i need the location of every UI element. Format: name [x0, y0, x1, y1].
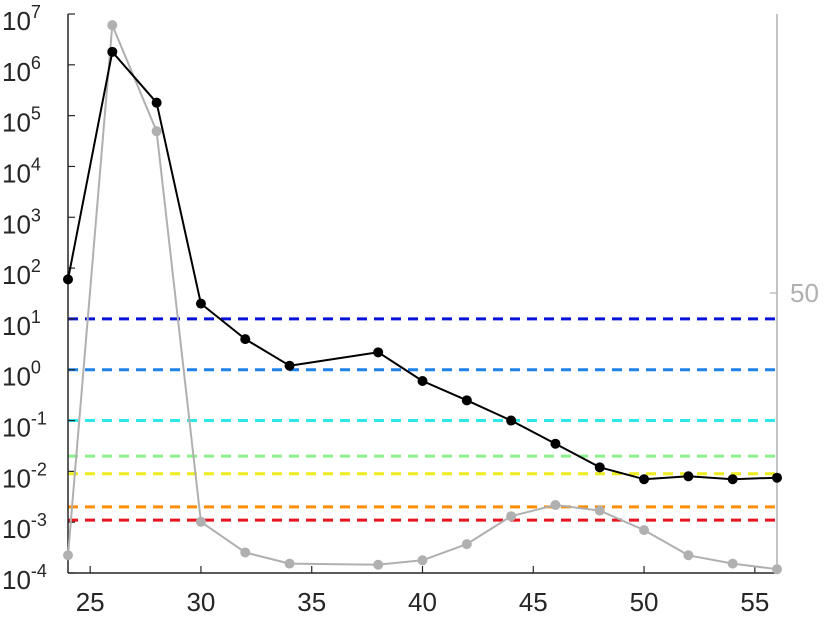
y-tick-label: 103	[2, 205, 41, 239]
y-tick-label: 100	[2, 358, 41, 392]
left-series-point	[550, 438, 561, 449]
left-series-point	[772, 472, 782, 483]
y-tick-label: 10-2	[2, 459, 47, 493]
right-series-point	[683, 550, 694, 561]
x-tick-label: 25	[76, 587, 105, 617]
left-series-point	[639, 474, 650, 485]
left-series-point	[417, 376, 428, 387]
right-series-point	[506, 511, 517, 522]
y-tick-label: 105	[2, 104, 41, 138]
left-series-point	[284, 360, 295, 371]
y-tick-label: 10-1	[2, 409, 47, 443]
right-series-point	[240, 547, 251, 558]
y-tick-label: 104	[2, 154, 41, 188]
x-tick-label: 50	[630, 587, 659, 617]
right-series-point	[151, 126, 162, 137]
left-series-point	[240, 334, 251, 345]
left-series-point	[461, 395, 472, 406]
left-series-point	[63, 274, 73, 285]
right-series-point	[373, 559, 384, 570]
left-series-point	[107, 46, 118, 57]
left-series-point	[683, 471, 694, 482]
left-series-point	[506, 415, 517, 426]
x-tick-label: 40	[408, 587, 437, 617]
x-tick-label: 45	[519, 587, 548, 617]
left-series-line	[67, 50, 778, 481]
x-tick-label: 30	[186, 587, 215, 617]
right-series-point	[461, 539, 472, 550]
right-series-point	[727, 558, 738, 569]
right-series-line	[67, 24, 778, 571]
y-tick-label: 10-4	[2, 561, 47, 595]
y-tick-label: 102	[2, 256, 41, 290]
left-series-point	[195, 298, 206, 309]
right-series-point	[107, 20, 118, 31]
right-series-point	[417, 555, 428, 566]
right-series-point	[284, 558, 295, 569]
y-tick-label: 107	[2, 2, 41, 36]
right-series-point	[63, 550, 73, 561]
x-tick-label: 55	[740, 587, 769, 617]
reference-lines	[68, 317, 777, 522]
y2-tick-label: 50	[790, 278, 819, 308]
right-series-point	[639, 525, 650, 536]
series-layer	[63, 20, 782, 575]
right-series-point	[594, 505, 605, 516]
y-tick-label: 106	[2, 53, 41, 87]
x-tick-label: 35	[297, 587, 326, 617]
right-series-point	[550, 500, 561, 511]
left-series-point	[151, 97, 162, 108]
left-series-point	[373, 347, 384, 358]
right-series-point	[195, 516, 206, 527]
left-series-point	[594, 462, 605, 473]
y-tick-label: 10-3	[2, 510, 47, 544]
y-tick-label: 101	[2, 307, 41, 341]
right-series-point	[772, 564, 782, 575]
left-series-point	[727, 474, 738, 485]
